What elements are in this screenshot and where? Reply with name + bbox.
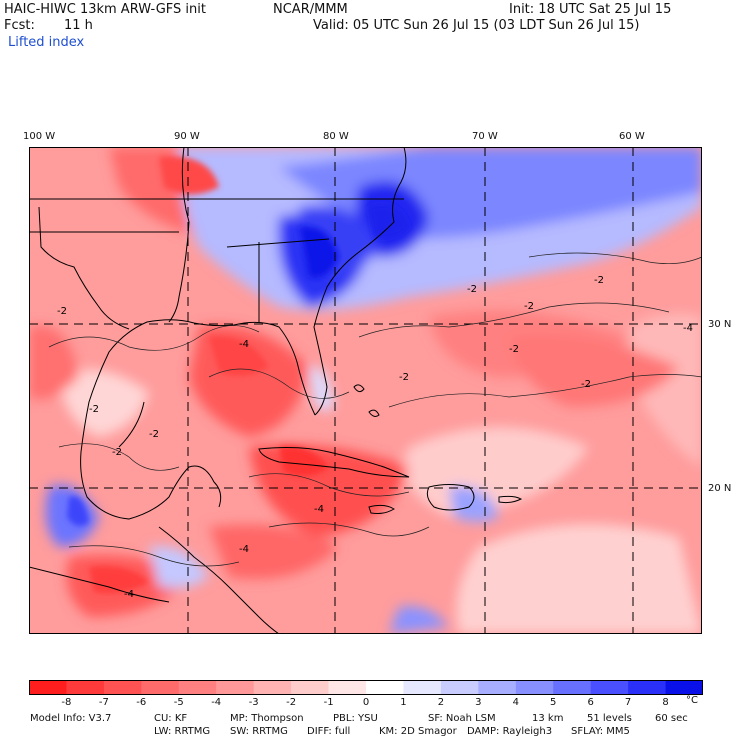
colorbar-swatch	[515, 680, 554, 695]
contour-label: -4	[239, 339, 249, 350]
contour-label: -2	[509, 344, 519, 355]
forecast-hour: 11 h	[64, 18, 93, 33]
contour-label: -2	[524, 301, 534, 312]
lifted-index-map: -2 -2 -2 -2 -4 -2 -4 -2 -4 -2 -4 -2 -4 -…	[29, 147, 702, 634]
contour-label: -2	[399, 372, 409, 383]
colorbar-tick-label: 1	[400, 697, 407, 708]
colorbar-tick-label: -6	[136, 697, 147, 708]
contour-label: -2	[112, 447, 122, 458]
lon-label-80w: 80 W	[323, 131, 349, 142]
footer-levels: 51 levels	[587, 713, 632, 724]
footer-sf: SF: Noah LSM	[428, 713, 496, 724]
colorbar-swatch	[553, 680, 592, 695]
footer-lw: LW: RRTMG	[154, 726, 211, 737]
contour-label: -2	[149, 429, 159, 440]
lat-lon-grid	[29, 147, 702, 634]
colorbar-tick-label: -4	[211, 697, 222, 708]
contour-label: -2	[467, 284, 477, 295]
contour-label: -4	[314, 504, 324, 515]
colorbar-swatch	[440, 680, 479, 695]
footer-pbl: PBL: YSU	[333, 713, 378, 724]
colorbar-swatch	[291, 680, 330, 695]
contour-label: -2	[57, 306, 67, 317]
lon-label-100w: 100 W	[23, 131, 56, 142]
colorbar-swatch	[253, 680, 292, 695]
footer-cu: CU: KF	[154, 713, 188, 724]
field-details	[67, 156, 409, 594]
colorbar-tick-label: -8	[61, 697, 72, 708]
lon-label-70w: 70 W	[472, 131, 498, 142]
footer-model-info: Model Info: V3.7	[30, 713, 112, 724]
colorbar-tick-label: -2	[286, 697, 297, 708]
colorbar-swatch	[366, 680, 404, 695]
footer-timestep: 60 sec	[655, 713, 688, 724]
colorbar-swatch	[665, 680, 703, 695]
contour-lines	[48, 252, 702, 567]
contour-label: -4	[683, 323, 693, 334]
lat-label-20n: 20 N	[708, 483, 732, 494]
colorbar-tick-label: -5	[173, 697, 184, 708]
colorbar-tick-label: 7	[624, 697, 632, 708]
colorbar-swatch	[478, 680, 517, 695]
model-title: HAIC-HIWC 13km ARW-GFS init	[4, 2, 206, 17]
colorbar-tick-label: 3	[475, 697, 482, 708]
contour-label: -2	[594, 275, 604, 286]
colorbar-tick-label: 8	[662, 697, 669, 708]
lon-label-60w: 60 W	[619, 131, 645, 142]
lon-label-90w: 90 W	[174, 131, 200, 142]
colorbar-swatch	[403, 680, 442, 695]
footer-damp: DAMP: Rayleigh3	[467, 726, 553, 737]
contour-label: -4	[239, 544, 249, 555]
colorbar-tick-label: -3	[248, 697, 259, 708]
colorbar-swatch	[141, 680, 180, 695]
footer-sflay: SFLAY: MM5	[571, 726, 630, 737]
colorbar-swatch	[103, 680, 142, 695]
contour-label: -2	[89, 404, 99, 415]
colorbar-swatch	[29, 680, 67, 695]
colorbar-tick-label: -7	[98, 697, 109, 708]
forecast-label: Fcst:	[4, 18, 35, 33]
contour-label: -2	[581, 379, 591, 390]
coastlines	[29, 147, 523, 634]
colorbar-swatch	[66, 680, 105, 695]
colorbar-unit: °C	[686, 695, 698, 706]
colorbar-tick-label: 6	[587, 697, 594, 708]
lat-label-30n: 30 N	[708, 319, 732, 330]
contour-label-group: -2 -2 -2 -2 -4 -2 -4 -2 -4 -2 -4 -2 -4 -…	[57, 275, 693, 600]
colorbar-tick-label: -1	[323, 697, 334, 708]
colorbar-tick-label: 2	[437, 697, 445, 708]
colorbar	[29, 680, 703, 695]
valid-time: Valid: 05 UTC Sun 26 Jul 15 (03 LDT Sun …	[313, 18, 640, 33]
colorbar-frame	[29, 680, 703, 695]
colorbar-tick-label: 4	[512, 697, 519, 708]
colorbar-swatch	[216, 680, 255, 695]
colorbar-swatch	[590, 680, 629, 695]
footer-sw: SW: RRTMG	[230, 726, 288, 737]
map-frame	[29, 147, 702, 634]
footer-km: KM: 2D Smagor	[379, 726, 457, 737]
colorbar-tick-label: 0	[362, 697, 370, 708]
colorbar-swatch	[328, 680, 367, 695]
contour-label: -4	[124, 589, 134, 600]
footer-mp: MP: Thompson	[230, 713, 304, 724]
footer-diff: DIFF: full	[307, 726, 351, 737]
footer-resolution: 13 km	[532, 713, 564, 724]
colorbar-swatch	[628, 680, 667, 695]
colorbar-swatch	[178, 680, 217, 695]
org-label: NCAR/MMM	[273, 2, 348, 17]
init-time: Init: 18 UTC Sat 25 Jul 15	[509, 2, 672, 17]
colorbar-tick-label: 5	[550, 697, 557, 708]
field-name: Lifted index	[8, 35, 85, 50]
